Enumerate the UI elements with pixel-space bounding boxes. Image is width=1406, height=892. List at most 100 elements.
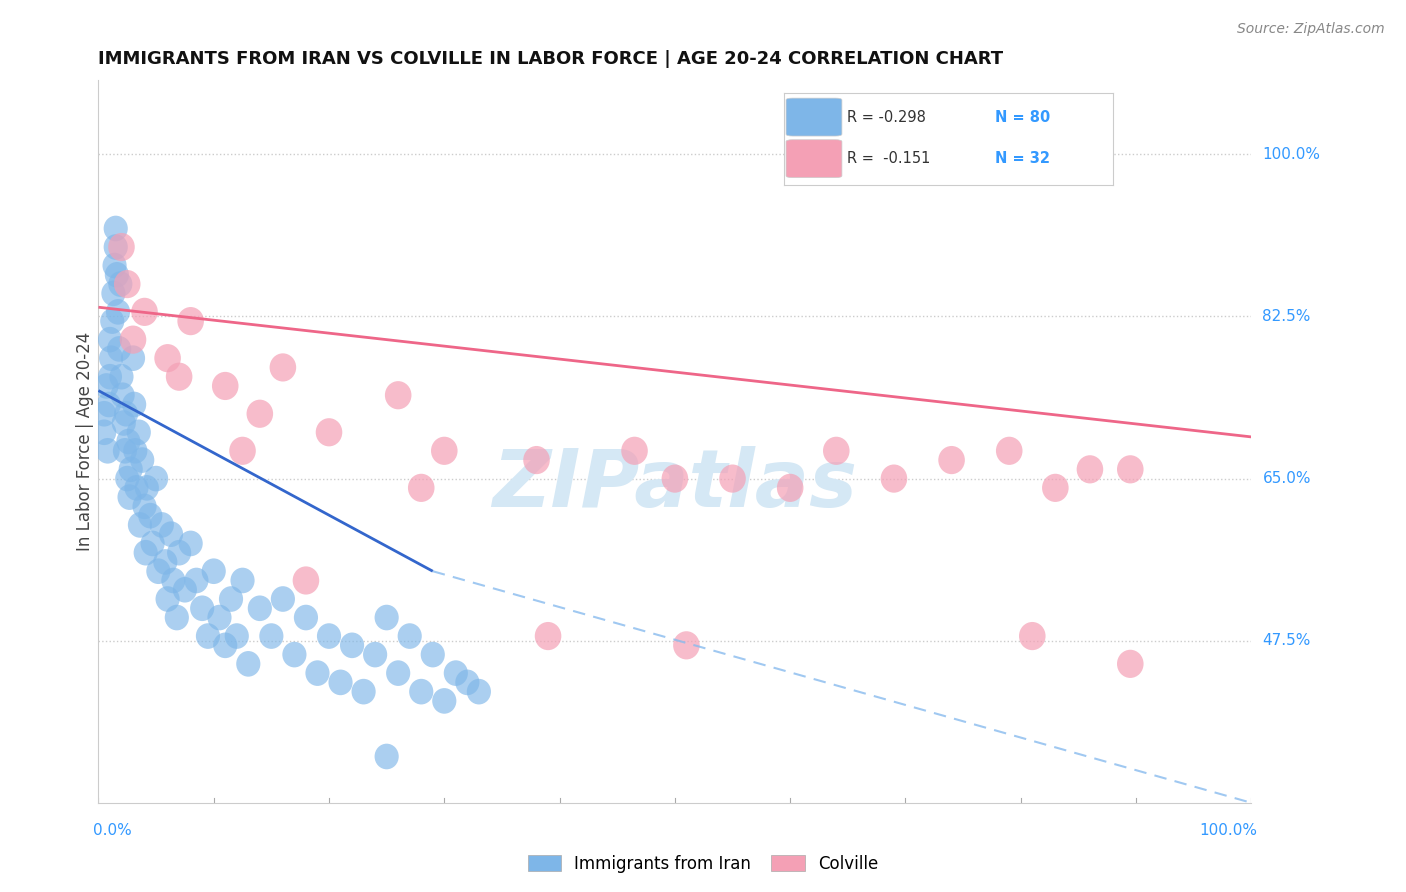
Ellipse shape (124, 438, 148, 464)
Ellipse shape (329, 670, 353, 695)
Ellipse shape (316, 624, 342, 648)
Ellipse shape (132, 493, 156, 519)
Ellipse shape (387, 660, 411, 686)
Ellipse shape (1116, 455, 1143, 483)
Ellipse shape (112, 438, 136, 464)
Ellipse shape (166, 362, 193, 391)
Ellipse shape (146, 558, 170, 584)
Ellipse shape (523, 446, 550, 475)
Ellipse shape (101, 280, 125, 306)
Legend: Immigrants from Iran, Colville: Immigrants from Iran, Colville (522, 848, 884, 880)
Ellipse shape (184, 567, 208, 593)
Ellipse shape (120, 326, 146, 354)
Ellipse shape (316, 418, 342, 446)
Ellipse shape (128, 512, 152, 538)
Ellipse shape (115, 466, 139, 491)
Ellipse shape (409, 679, 433, 705)
Ellipse shape (208, 605, 232, 631)
Ellipse shape (720, 465, 745, 492)
Ellipse shape (165, 605, 188, 631)
Ellipse shape (995, 437, 1022, 465)
Text: 100.0%: 100.0% (1199, 823, 1257, 838)
Ellipse shape (127, 419, 150, 445)
Ellipse shape (177, 307, 204, 335)
Ellipse shape (96, 438, 120, 464)
Ellipse shape (340, 632, 364, 658)
Ellipse shape (225, 624, 249, 648)
Ellipse shape (229, 437, 256, 465)
Ellipse shape (219, 586, 243, 612)
Ellipse shape (247, 596, 271, 621)
Ellipse shape (159, 521, 183, 547)
Ellipse shape (138, 503, 162, 528)
Text: IMMIGRANTS FROM IRAN VS COLVILLE IN LABOR FORCE | AGE 20-24 CORRELATION CHART: IMMIGRANTS FROM IRAN VS COLVILLE IN LABO… (98, 50, 1004, 68)
Ellipse shape (444, 660, 468, 686)
Ellipse shape (270, 353, 297, 382)
Ellipse shape (201, 558, 226, 584)
Ellipse shape (880, 465, 907, 492)
Ellipse shape (432, 437, 457, 465)
Ellipse shape (190, 596, 214, 621)
Ellipse shape (135, 475, 159, 500)
Ellipse shape (352, 679, 375, 705)
Ellipse shape (134, 540, 157, 566)
Ellipse shape (662, 465, 688, 492)
Ellipse shape (98, 364, 122, 390)
Ellipse shape (398, 624, 422, 648)
Ellipse shape (143, 466, 169, 491)
Ellipse shape (363, 641, 387, 667)
Ellipse shape (167, 540, 191, 566)
Text: Source: ZipAtlas.com: Source: ZipAtlas.com (1237, 22, 1385, 37)
Ellipse shape (104, 216, 128, 242)
Text: 82.5%: 82.5% (1263, 309, 1310, 324)
Ellipse shape (93, 401, 117, 426)
Ellipse shape (111, 410, 136, 436)
Ellipse shape (456, 670, 479, 695)
Ellipse shape (621, 437, 648, 465)
Ellipse shape (105, 299, 131, 325)
Ellipse shape (150, 512, 174, 538)
Ellipse shape (108, 233, 135, 261)
Ellipse shape (231, 567, 254, 593)
Ellipse shape (1116, 649, 1143, 678)
Ellipse shape (823, 437, 849, 465)
Ellipse shape (385, 381, 412, 409)
Ellipse shape (173, 577, 197, 603)
Ellipse shape (162, 567, 186, 593)
Ellipse shape (155, 344, 181, 372)
Ellipse shape (118, 484, 142, 510)
Ellipse shape (179, 531, 202, 557)
Ellipse shape (94, 373, 118, 399)
Ellipse shape (121, 345, 145, 371)
Ellipse shape (118, 457, 143, 483)
Ellipse shape (408, 474, 434, 502)
Ellipse shape (420, 641, 444, 667)
Ellipse shape (467, 679, 491, 705)
Ellipse shape (117, 429, 141, 454)
Ellipse shape (374, 744, 399, 769)
Ellipse shape (122, 392, 146, 417)
Ellipse shape (114, 270, 141, 298)
Ellipse shape (111, 383, 135, 408)
Ellipse shape (124, 475, 149, 500)
Ellipse shape (259, 624, 284, 648)
Ellipse shape (292, 566, 319, 595)
Ellipse shape (131, 298, 157, 326)
Ellipse shape (305, 660, 329, 686)
Ellipse shape (246, 400, 273, 428)
Ellipse shape (98, 326, 122, 352)
Ellipse shape (534, 622, 561, 650)
Ellipse shape (1019, 622, 1046, 650)
Ellipse shape (114, 401, 138, 426)
Ellipse shape (214, 632, 238, 658)
Ellipse shape (212, 372, 239, 401)
Ellipse shape (374, 605, 399, 631)
Ellipse shape (156, 586, 180, 612)
Ellipse shape (107, 336, 131, 362)
Ellipse shape (778, 474, 803, 502)
Ellipse shape (271, 586, 295, 612)
Ellipse shape (104, 235, 128, 260)
Ellipse shape (131, 447, 155, 473)
Ellipse shape (673, 632, 700, 659)
Ellipse shape (938, 446, 965, 475)
